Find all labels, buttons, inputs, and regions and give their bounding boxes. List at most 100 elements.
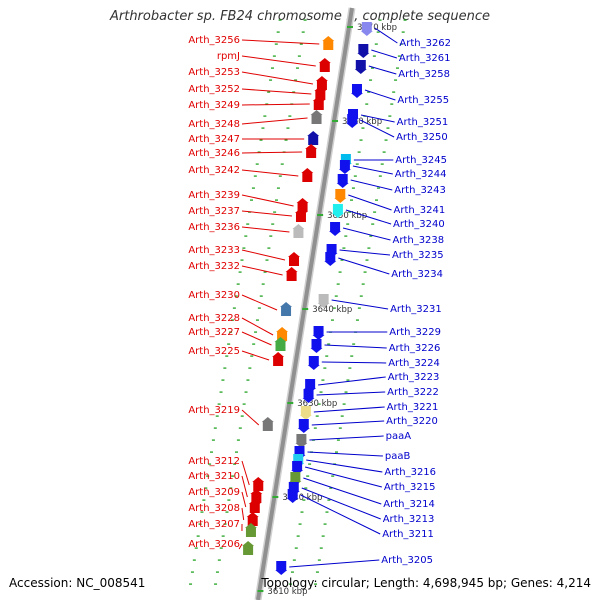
leader-line xyxy=(313,406,385,413)
ring-tick xyxy=(208,463,212,465)
ring-tick xyxy=(261,283,265,285)
gene-arrowhead xyxy=(287,252,300,257)
ring-tick xyxy=(189,583,193,585)
gene-label: Arth_3237 xyxy=(188,206,240,217)
gene-body xyxy=(293,229,304,238)
ring-tick xyxy=(276,31,280,33)
ring-tick xyxy=(394,79,398,81)
scale-label: 3650 kbp xyxy=(327,211,367,221)
ring-tick xyxy=(303,19,307,21)
leader-line xyxy=(309,435,384,441)
gene-paaA xyxy=(295,434,308,448)
gene-label: Arth_3226 xyxy=(389,343,441,354)
gene-label: Arth_3243 xyxy=(394,185,446,196)
gene-body xyxy=(262,422,273,431)
ring-tick xyxy=(401,31,405,33)
tick-layer: 3660 kbp 3650 kbp 3640 kbp 3630 kbp 3620 kbp… xyxy=(189,19,407,597)
ring-tick xyxy=(265,103,269,105)
gene-body xyxy=(305,379,316,388)
ring-tick xyxy=(289,583,293,585)
gene-arrowhead xyxy=(324,261,337,266)
gene-arrowhead xyxy=(274,337,287,342)
gene-body xyxy=(308,356,319,365)
gene-label: Arth_3239 xyxy=(188,190,240,201)
gene-arrowhead xyxy=(242,541,255,546)
ring-tick xyxy=(315,571,319,573)
label-layer: Arth_3256 rpmJ Arth_3253 Arth_3252 Arth_3249… xyxy=(188,35,451,566)
ring-tick xyxy=(251,187,255,189)
gene-body xyxy=(332,204,343,213)
gene-arrowhead xyxy=(336,183,349,188)
ring-tick xyxy=(348,367,352,369)
gene-body xyxy=(294,446,305,455)
ring-tick xyxy=(231,475,235,477)
leader-line xyxy=(331,299,389,310)
gene-body xyxy=(339,160,350,169)
gene-label: Arth_3258 xyxy=(398,69,450,80)
ring-tick xyxy=(334,295,338,297)
ring-tick xyxy=(240,259,244,261)
leader-line xyxy=(241,350,270,361)
gene-body xyxy=(295,213,306,222)
leader-line xyxy=(339,249,391,256)
ring-tick xyxy=(297,55,301,57)
ring-tick xyxy=(351,187,355,189)
leader-line xyxy=(241,249,286,261)
gene-Arth_3211 xyxy=(286,489,299,503)
gene-arrowhead xyxy=(338,169,351,174)
ring-tick xyxy=(346,223,350,225)
leader-line xyxy=(348,194,392,211)
gene-arrowhead xyxy=(357,53,370,58)
ring-tick xyxy=(315,415,319,417)
ring-tick xyxy=(250,199,254,201)
ring-tick xyxy=(240,415,244,417)
gene-label: Arth_3230 xyxy=(188,290,240,301)
gene-label: Arth_3247 xyxy=(188,134,240,145)
gene-body xyxy=(311,339,322,348)
leader-line xyxy=(318,376,386,386)
gene-body xyxy=(361,22,372,31)
ring-tick xyxy=(219,547,223,549)
ring-tick xyxy=(196,535,200,537)
gene-arrowhead xyxy=(286,498,299,503)
scale-tick xyxy=(332,120,339,122)
ring-tick xyxy=(263,271,267,273)
ring-tick xyxy=(204,487,208,489)
gene-body xyxy=(253,482,264,491)
gene-Arth_3208 xyxy=(246,512,259,526)
gene-label: Arth_3225 xyxy=(188,346,240,357)
ring-tick xyxy=(299,43,303,45)
ring-tick xyxy=(340,415,344,417)
ring-tick xyxy=(225,355,229,357)
ring-tick xyxy=(367,247,371,249)
ring-tick xyxy=(355,319,359,321)
gene-Arth_3237 xyxy=(294,208,307,222)
ring-tick xyxy=(202,499,206,501)
gene-label: Arth_3233 xyxy=(188,245,240,256)
ring-tick xyxy=(313,427,317,429)
gene-body xyxy=(303,389,314,398)
gene-body xyxy=(348,109,359,118)
gene-body xyxy=(337,174,348,183)
ring-tick xyxy=(288,115,292,117)
ring-tick xyxy=(275,199,279,201)
gene-label: Arth_3212 xyxy=(188,456,240,467)
gene-label: Arth_3214 xyxy=(383,499,435,510)
gene-arrowhead xyxy=(312,96,325,101)
leader-line xyxy=(241,117,308,125)
gene-label: Arth_3205 xyxy=(381,555,433,566)
gene-arrowhead xyxy=(334,198,347,203)
ring-tick xyxy=(230,319,234,321)
gene-body xyxy=(330,222,341,231)
gene-arrowhead xyxy=(276,327,289,332)
scale-label: 3610 kbp xyxy=(267,587,307,597)
ring-tick xyxy=(365,103,369,105)
ring-tick xyxy=(280,163,284,165)
ring-tick xyxy=(335,451,338,453)
gene-arrowhead xyxy=(275,570,288,575)
ring-tick xyxy=(403,19,407,21)
gene-body xyxy=(315,91,326,100)
ring-tick xyxy=(234,295,238,297)
leader-line xyxy=(371,49,398,59)
leader-line xyxy=(241,460,250,486)
